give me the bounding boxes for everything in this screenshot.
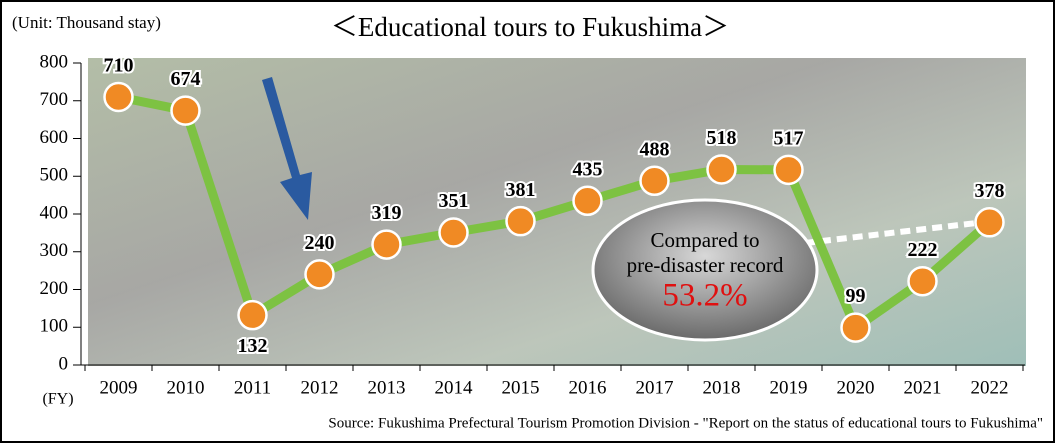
data-label: 319 (372, 202, 402, 224)
annotation-text: Compared to (650, 228, 759, 252)
data-label: 518 (707, 127, 737, 149)
data-label: 351 (439, 190, 469, 212)
annotation-ratio: 53.2% (662, 278, 747, 314)
y-tick-label: 600 (40, 127, 69, 148)
x-tick-label: 2017 (636, 377, 674, 398)
x-tick-label: 2009 (100, 377, 138, 398)
y-tick-label: 200 (40, 278, 69, 299)
y-tick-label: 300 (40, 240, 69, 261)
marker (840, 312, 871, 343)
marker (237, 299, 268, 331)
comparison-dash (804, 219, 986, 246)
y-tick-label: 100 (40, 316, 69, 337)
x-tick-label: 2016 (569, 377, 607, 398)
marker (438, 217, 469, 248)
data-label: 381 (506, 179, 536, 201)
x-tick-label: 2011 (234, 377, 271, 398)
marker (371, 229, 402, 260)
x-tick-label: 2010 (167, 377, 205, 398)
y-tick-label: 400 (40, 202, 69, 223)
marker (706, 154, 737, 185)
marker (639, 165, 670, 197)
y-tick-label: 500 (40, 165, 69, 186)
annotation-text: pre-disaster record (627, 253, 784, 277)
x-tick-label: 2018 (703, 377, 741, 398)
marker (304, 259, 335, 290)
data-label: 222 (908, 239, 938, 261)
data-label: 435 (573, 158, 603, 180)
data-label: 517 (774, 127, 804, 149)
marker (974, 207, 1005, 238)
marker (505, 205, 536, 237)
x-axis-label: (FY) (42, 391, 73, 408)
source: Source: Fukushima Prefectural Tourism Pr… (328, 415, 1043, 431)
y-tick-label: 700 (40, 89, 69, 110)
marker (170, 95, 201, 126)
x-tick-label: 2013 (368, 377, 406, 398)
marker (773, 154, 804, 186)
chart-title: ＜Educational tours to Fukushima＞ (331, 12, 729, 42)
x-tick-label: 2020 (837, 377, 875, 398)
x-tick-label: 2014 (435, 377, 474, 398)
decline-arrow (262, 77, 312, 220)
marker (907, 265, 938, 297)
y-tick-label: 0 (59, 353, 69, 374)
data-label: 99 (846, 285, 866, 307)
y-tick-label: 800 (40, 51, 69, 72)
data-label: 378 (975, 180, 1005, 202)
x-tick-label: 2019 (770, 377, 808, 398)
x-tick-label: 2021 (904, 377, 942, 398)
annotation-oval (591, 198, 819, 342)
marker (572, 185, 603, 217)
data-label: 488 (640, 138, 670, 160)
data-label: 132 (238, 335, 268, 357)
data-label: 710 (104, 55, 134, 77)
plot: 0 100 200 300 400 500 600 700 800 2009 2010 2011 201… (40, 51, 1025, 398)
unit-label: (Unit: Thousand stay) (12, 13, 161, 32)
x-tick-label: 2015 (502, 377, 540, 398)
data-label: 240 (305, 232, 335, 254)
data-label: 674 (171, 68, 201, 90)
x-tick-label: 2012 (301, 377, 339, 398)
marker (103, 81, 134, 113)
x-tick-label: 2022 (971, 377, 1009, 398)
